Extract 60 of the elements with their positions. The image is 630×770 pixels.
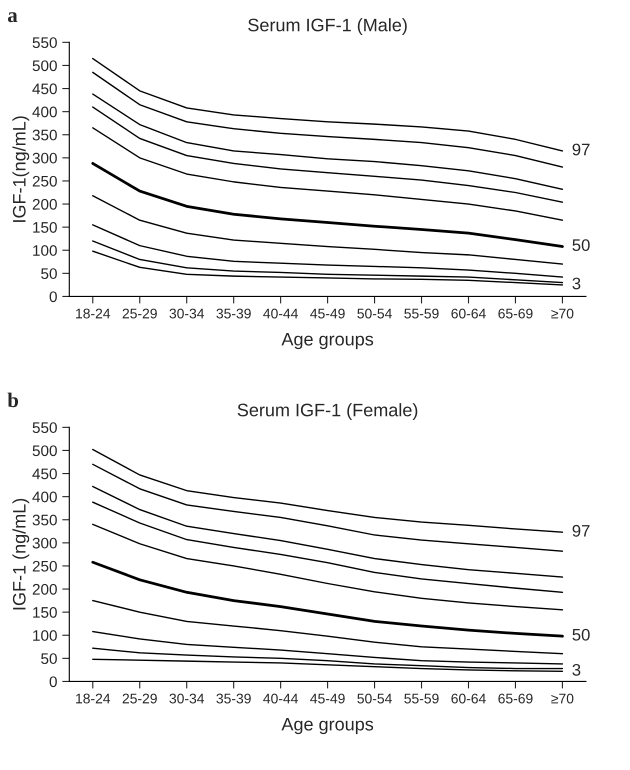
y-tick-label: 200 [32, 584, 57, 595]
x-tick-label: 30-34 [169, 308, 204, 318]
x-tick-label: 18-24 [76, 694, 110, 704]
y-axis-title: IGF-1(ng/mL) [12, 116, 30, 222]
x-tick-label: 65-69 [498, 694, 533, 704]
y-tick-label: 100 [33, 630, 57, 641]
y-tick-label: 0 [50, 676, 57, 688]
series-label: 3 [572, 664, 580, 676]
y-tick-label: 400 [32, 106, 57, 118]
text: b [8, 392, 18, 408]
x-tick-label: 50-54 [357, 308, 392, 318]
x-tick-label: 35-39 [216, 308, 251, 318]
y-tick-label: 550 [32, 37, 57, 48]
x-tick-label: 60-64 [451, 694, 486, 704]
x-tick-label: 25-29 [122, 308, 157, 318]
x-axis-title: Age groups [281, 332, 374, 350]
chart-title: Serum IGF-1 (Male) [248, 18, 407, 35]
x-tick-label: 60-64 [451, 308, 486, 318]
y-tick-label: 250 [32, 176, 57, 187]
x-axis-title: Age groups [281, 718, 374, 734]
y-axis-title: IGF-1 (ng/mL) [12, 498, 30, 610]
x-tick-label: 40-44 [263, 694, 298, 704]
y-tick-label: 350 [32, 130, 57, 140]
y-tick-label: 300 [32, 152, 57, 164]
y-tick-label: 500 [32, 60, 57, 72]
y-tick-label: 550 [32, 422, 57, 434]
y-tick-label: 500 [32, 445, 57, 456]
series-label: 50 [572, 239, 590, 252]
y-tick-label: 300 [32, 538, 57, 549]
x-tick-label: 18-24 [76, 308, 110, 318]
y-tick-label: 100 [33, 245, 57, 256]
series-label: 50 [572, 628, 590, 641]
y-tick-label: 250 [32, 560, 57, 572]
y-tick-label: 200 [32, 198, 57, 210]
x-tick-label: 40-44 [263, 308, 298, 318]
y-tick-label: 400 [32, 492, 57, 502]
x-tick-label: 55-59 [404, 694, 439, 704]
x-tick-label: 35-39 [216, 694, 251, 704]
y-tick-label: 50 [41, 653, 57, 664]
y-tick-label: 450 [32, 83, 57, 94]
x-tick-label: 45-49 [310, 308, 345, 318]
x-tick-label: 45-49 [310, 694, 345, 704]
x-tick-label: ≥70 [551, 308, 574, 318]
series-label: 97 [572, 144, 590, 156]
chart-title: Serum IGF-1 (Female) [238, 403, 418, 420]
x-tick-label: 25-29 [122, 694, 157, 704]
y-tick-label: 350 [32, 514, 57, 526]
x-tick-label: 65-69 [498, 308, 533, 318]
text: a [8, 12, 18, 22]
y-tick-label: 450 [32, 468, 57, 480]
x-tick-label: 30-34 [169, 694, 204, 704]
x-tick-label: 50-54 [357, 694, 392, 704]
y-tick-label: 150 [33, 607, 57, 618]
series-label: 3 [572, 278, 580, 290]
x-tick-label: 55-59 [404, 308, 439, 318]
x-tick-label: ≥70 [551, 694, 574, 704]
y-tick-label: 150 [33, 222, 57, 233]
series-label: 97 [572, 524, 590, 537]
y-tick-label: 0 [50, 291, 57, 302]
y-tick-label: 50 [41, 268, 57, 280]
